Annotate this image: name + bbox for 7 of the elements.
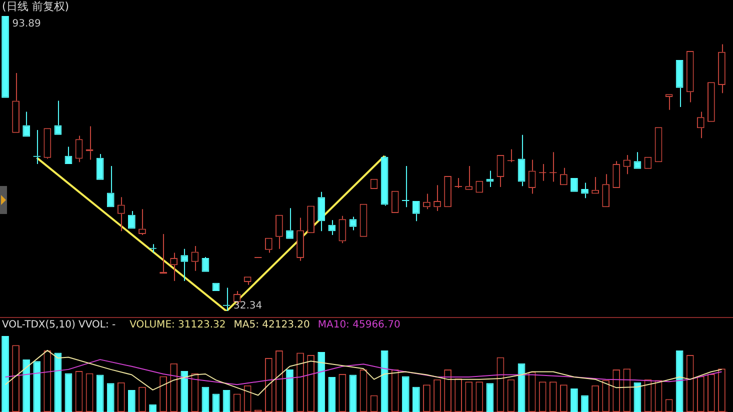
chart-title: VOL-TDX(5,10) VVOL: -	[2, 320, 116, 331]
text: MA5: 42123.20	[234, 320, 310, 331]
chart-title: (日线 前复权)	[2, 0, 70, 13]
text: MA10: 45966.70	[318, 320, 400, 331]
text: VOLUME: 31123.32	[130, 320, 226, 331]
annotation: 93.89	[12, 18, 41, 30]
annotation: 32.34	[234, 300, 262, 312]
